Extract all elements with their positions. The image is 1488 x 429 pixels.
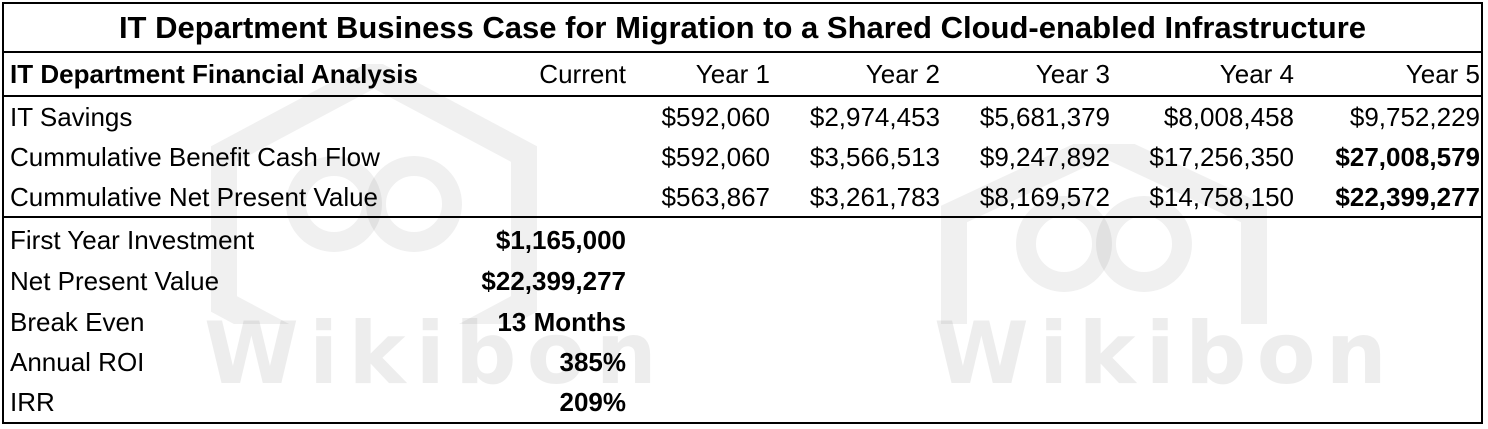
row-label: Cummulative Benefit Cash Flow <box>10 142 380 172</box>
summary-value: 13 Months <box>497 307 626 337</box>
header-col-year-3: Year 3 <box>1035 59 1110 89</box>
table-row-it-savings: IT Savings $592,060 $2,974,453 $5,681,37… <box>4 97 1481 137</box>
summary-value: 209% <box>559 387 627 417</box>
summary-value: $22,399,277 <box>481 266 626 296</box>
cell-year-3: $5,681,379 <box>979 102 1110 132</box>
cell-year-5: $9,752,229 <box>1349 102 1480 132</box>
table-row-cumulative-npv: Cummulative Net Present Value $563,867 $… <box>4 177 1481 217</box>
section-divider <box>4 216 1481 218</box>
header-col-year-1: Year 1 <box>695 59 770 89</box>
header-col-year-5: Year 5 <box>1405 59 1480 89</box>
summary-value: $1,165,000 <box>495 225 626 255</box>
summary-row-first-year-investment: First Year Investment $1,165,000 <box>4 220 1481 260</box>
header-col-year-4: Year 4 <box>1219 59 1294 89</box>
row-label: Cummulative Net Present Value <box>10 182 379 212</box>
cell-year-5: $27,008,579 <box>1335 142 1480 172</box>
cell-year-3: $9,247,892 <box>979 142 1110 172</box>
cell-year-2: $2,974,453 <box>809 102 940 132</box>
header-row: IT Department Financial Analysis Current… <box>4 53 1481 97</box>
table-row-cumulative-benefit: Cummulative Benefit Cash Flow $592,060 $… <box>4 137 1481 177</box>
summary-label: First Year Investment <box>10 225 255 255</box>
cell-year-2: $3,566,513 <box>809 142 940 172</box>
row-label: IT Savings <box>10 102 133 132</box>
summary-label: Break Even <box>10 307 145 337</box>
cell-year-1: $592,060 <box>661 102 770 132</box>
summary-label: Net Present Value <box>10 266 220 296</box>
cell-year-5: $22,399,277 <box>1335 182 1480 212</box>
header-col-current: Current <box>539 59 626 89</box>
cell-year-4: $17,256,350 <box>1149 142 1294 172</box>
summary-row-break-even: Break Even 13 Months <box>4 302 1481 342</box>
summary-label: Annual ROI <box>10 347 145 377</box>
cell-year-1: $563,867 <box>661 182 770 212</box>
business-case-table: Wikibon Wikibon IT Department Business C… <box>2 2 1483 424</box>
cell-year-1: $592,060 <box>661 142 770 172</box>
summary-label: IRR <box>10 387 55 417</box>
cell-year-3: $8,169,572 <box>979 182 1110 212</box>
summary-value: 385% <box>559 347 627 377</box>
table-title: IT Department Business Case for Migratio… <box>4 4 1481 53</box>
summary-row-irr: IRR 209% <box>4 382 1481 422</box>
summary-row-annual-roi: Annual ROI 385% <box>4 342 1481 382</box>
header-label: IT Department Financial Analysis <box>10 59 418 89</box>
cell-year-4: $14,758,150 <box>1149 182 1294 212</box>
cell-year-2: $3,261,783 <box>809 182 940 212</box>
summary-row-npv: Net Present Value $22,399,277 <box>4 261 1481 301</box>
cell-year-4: $8,008,458 <box>1163 102 1294 132</box>
header-col-year-2: Year 2 <box>865 59 940 89</box>
